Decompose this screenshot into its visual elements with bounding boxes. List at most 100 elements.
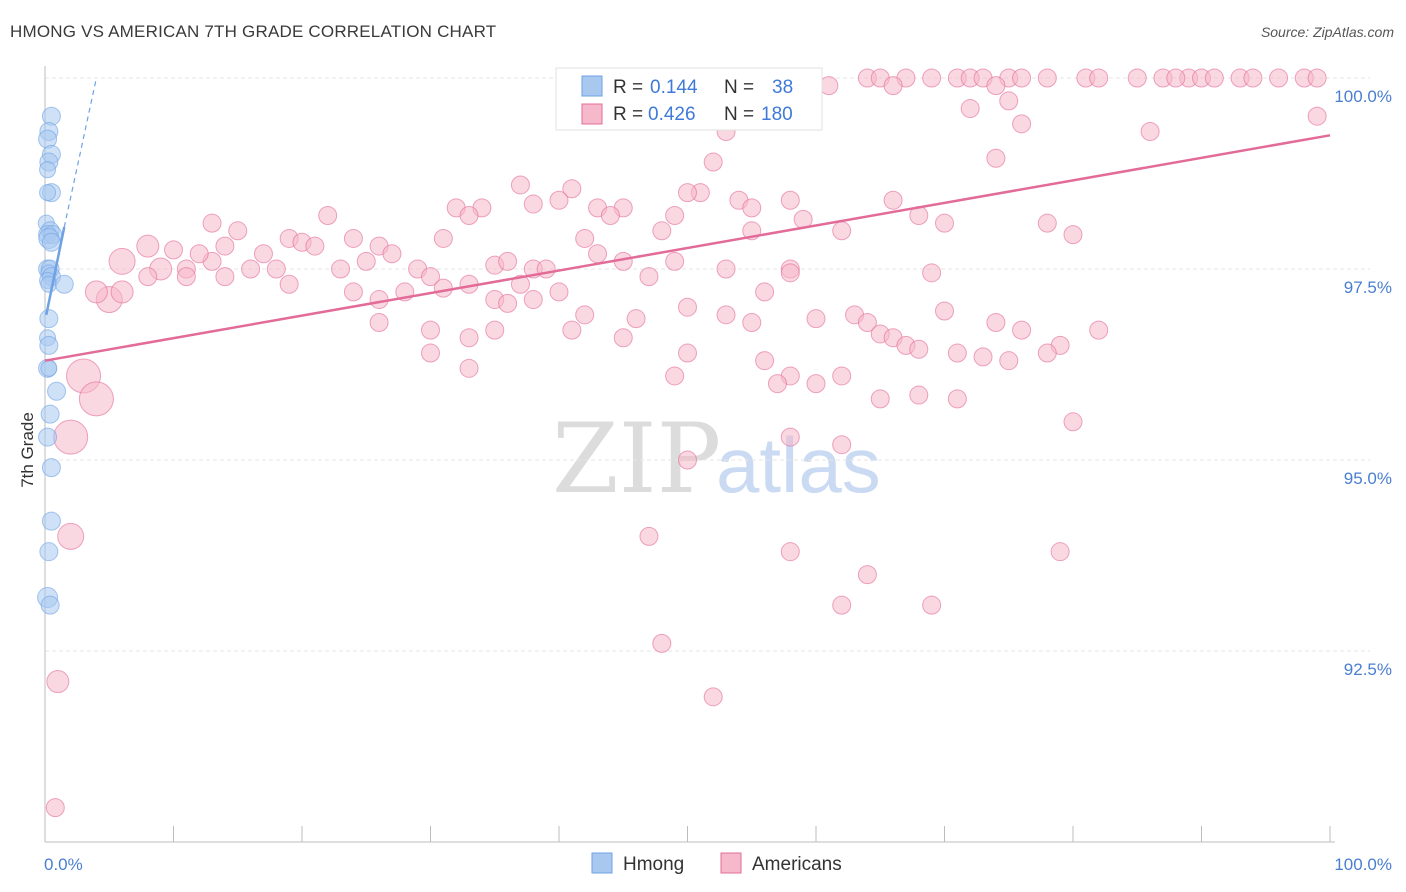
americans-point-20	[1269, 68, 1289, 88]
americans-point-59	[433, 228, 453, 248]
bottom-legend-label-hmong[interactable]: Hmong	[623, 854, 684, 875]
americans-point-61	[1063, 225, 1083, 245]
americans-point-24	[819, 76, 839, 96]
legend-r-label-hmong: R =	[613, 77, 643, 98]
americans-point-170	[138, 267, 158, 287]
americans-point-139	[613, 328, 633, 348]
y-tick-label-0: 92.5%	[1344, 660, 1392, 679]
trend-lines	[44, 77, 1331, 362]
americans-point-163	[1050, 542, 1070, 562]
americans-point-60	[575, 228, 595, 248]
americans-point-150	[665, 366, 685, 386]
americans-point-149	[45, 798, 65, 818]
americans-point-113	[575, 305, 595, 325]
americans-point-65	[228, 221, 248, 241]
americans-point-48	[742, 198, 762, 218]
americans-point-88	[498, 251, 518, 271]
americans-point-109	[84, 280, 108, 304]
americans-point-131	[1037, 343, 1057, 363]
americans-point-26	[986, 76, 1006, 96]
americans-point-70	[215, 236, 235, 256]
americans-point-64	[202, 213, 222, 233]
y-tick-label-2: 97.5%	[1344, 278, 1392, 297]
americans-point-173	[755, 282, 775, 302]
americans-point-141	[755, 351, 775, 371]
americans-point-162	[857, 565, 877, 585]
hmong-point-7	[39, 184, 57, 202]
americans-point-143	[832, 366, 852, 386]
legend-swatch-hmong	[581, 75, 603, 97]
americans-point-71	[164, 240, 183, 260]
legend-r-value-hmong: 0.144	[650, 77, 698, 98]
americans-point-91	[536, 259, 556, 279]
americans-point-134	[369, 312, 389, 332]
y-tick-label-1: 95.0%	[1344, 469, 1392, 488]
americans-point-34	[986, 148, 1006, 168]
americans-point-35	[703, 152, 723, 172]
hmong-point-31	[39, 542, 59, 562]
americans-point-117	[716, 305, 736, 325]
y-tick-label-3: 100.0%	[1334, 87, 1392, 106]
americans-point-168	[421, 343, 440, 363]
americans-point-51	[459, 206, 479, 226]
americans-point-169	[459, 358, 479, 378]
americans-point-94	[639, 267, 659, 287]
americans-point-152	[806, 374, 826, 394]
legend-n-value-hmong: 38	[772, 77, 793, 98]
americans-point-4	[922, 68, 942, 88]
x-tick-label-0: 0.0%	[44, 855, 83, 874]
americans-point-82	[331, 259, 351, 279]
trend-line-hmong-extension	[63, 77, 97, 228]
americans-point-147	[57, 522, 85, 550]
hmong-point-25	[40, 359, 58, 377]
americans-point-164	[832, 595, 852, 615]
americans-point-45	[780, 190, 800, 210]
americans-point-171	[176, 267, 196, 287]
hmong-point-26	[47, 381, 67, 401]
legend-n-value-americans: 180	[761, 104, 793, 125]
hmong-point-30	[41, 511, 61, 531]
americans-point-140	[678, 343, 697, 363]
americans-point-115	[678, 297, 697, 317]
legend-swatch-americans	[581, 103, 603, 125]
americans-point-102	[343, 282, 363, 302]
hmong-point-21	[39, 309, 59, 329]
watermark: ZIP atlas	[552, 403, 881, 515]
americans-point-125	[857, 312, 877, 332]
americans-point-32	[1307, 106, 1327, 126]
hmong-point-29	[41, 458, 61, 478]
americans-point-36	[510, 175, 530, 195]
americans-point-124	[1089, 320, 1109, 340]
hmong-point-20	[54, 274, 74, 294]
source-credit[interactable]: Source: ZipAtlas.com	[1260, 24, 1394, 40]
americans-point-28	[960, 99, 980, 119]
americans-point-156	[1063, 412, 1083, 432]
americans-point-47	[678, 183, 697, 203]
americans-point-92	[549, 282, 569, 302]
americans-point-77	[241, 259, 261, 279]
americans-point-37	[562, 179, 582, 199]
hmong-point-27	[40, 404, 60, 424]
bottom-legend-swatch-americans[interactable]	[720, 852, 742, 874]
americans-point-112	[523, 290, 543, 310]
americans-point-17	[1204, 68, 1224, 88]
americans-point-122	[1012, 320, 1032, 340]
americans-point-161	[780, 542, 800, 562]
stats-legend: R = 0.144 N = 38 R = 0.426 N = 180	[555, 67, 823, 131]
americans-point-96	[716, 259, 736, 279]
americans-point-22	[1307, 68, 1327, 88]
hmong-point-33	[40, 595, 60, 615]
americans-point-153	[870, 389, 890, 409]
americans-point-72	[136, 234, 160, 258]
americans-point-95	[665, 251, 685, 271]
bottom-legend-swatch-hmong[interactable]	[591, 852, 613, 874]
americans-point-172	[588, 244, 608, 264]
americans-point-116	[742, 312, 762, 332]
americans-point-167	[703, 687, 723, 707]
americans-point-157	[780, 427, 800, 447]
americans-point-79	[266, 259, 286, 279]
americans-point-133	[999, 351, 1019, 371]
americans-point-100	[215, 267, 235, 287]
x-tick-label-1: 100.0%	[1334, 855, 1392, 874]
bottom-legend-label-americans[interactable]: Americans	[752, 854, 842, 875]
